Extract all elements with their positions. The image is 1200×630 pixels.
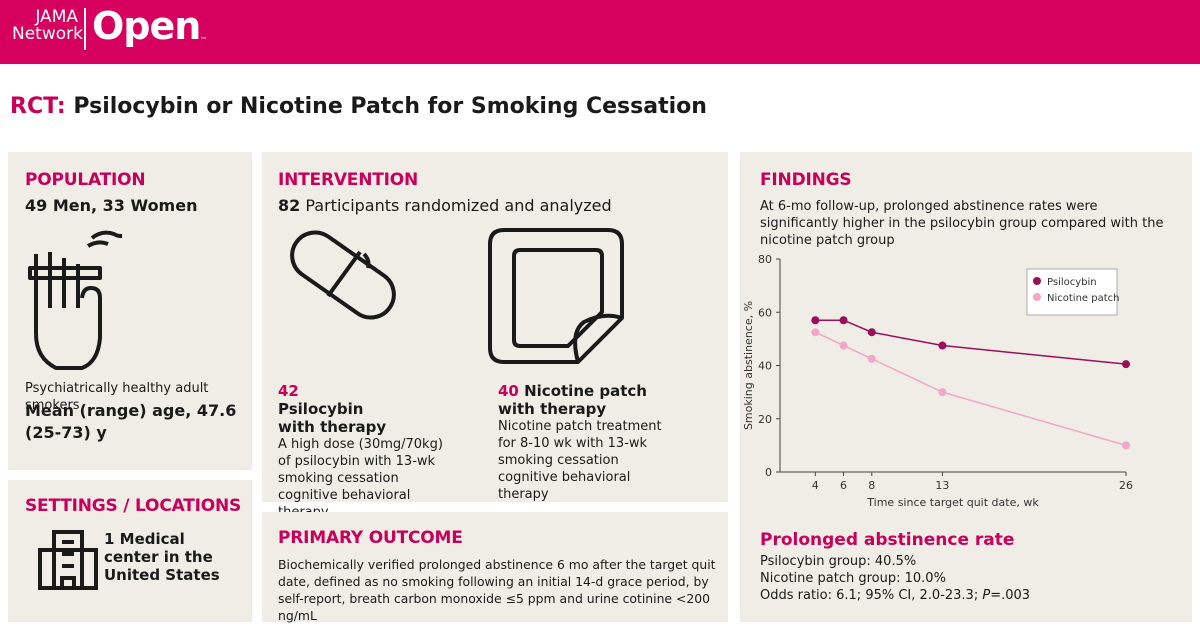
odds-text: Odds ratio: 6.1; 95% CI, 2.0-23.3;: [760, 588, 979, 603]
x-axis-label: Time since target quit date, wk: [866, 496, 1039, 509]
brand-main: Open: [92, 4, 201, 48]
smoke: [86, 230, 122, 248]
arm-count: 40: [498, 382, 519, 400]
count: 82: [278, 196, 301, 215]
heading: PRIMARY OUTCOME: [278, 528, 463, 548]
heading: INTERVENTION: [278, 170, 419, 190]
y-axis-label: Smoking abstinence, %: [742, 301, 755, 430]
brand-divider: [84, 8, 86, 50]
heading: SETTINGS / LOCATIONS: [25, 496, 242, 516]
data-point: [811, 328, 820, 337]
series-line: [815, 319, 1127, 365]
arm-description: Nicotine patch treatment for 8-10 wk wit…: [498, 419, 662, 502]
title-label: RCT:: [10, 94, 66, 119]
legend-box: [1026, 268, 1118, 316]
data-point: [867, 354, 876, 363]
legend-label: Psilocybin: [1047, 277, 1097, 288]
description: Psychiatrically healthy adult smokers: [25, 381, 209, 413]
legend-label: Nicotine patch: [1047, 293, 1119, 304]
result-heading: Prolonged abstinence rate: [760, 530, 1015, 550]
brand-small: JAMA Network: [12, 7, 83, 44]
text: 1 Medical center in the United States: [104, 530, 220, 584]
arm-title: 42 Psilocybin with therapy: [278, 382, 388, 436]
data-point: [938, 341, 947, 350]
arm-count: 42: [278, 382, 299, 400]
title: RCT: Psilocybin or Nicotine Patch for Sm…: [10, 94, 707, 119]
y-tick-label: 0: [765, 466, 772, 479]
sex: 49 Men, 33 Women: [25, 196, 198, 215]
summary: At 6-mo follow-up, prolonged abstinence …: [760, 199, 1164, 248]
x-tick-label: 4: [812, 479, 819, 492]
intervention-panel: INTERVENTION 82 Participants randomized …: [262, 152, 728, 520]
x-tick-label: 8: [868, 479, 875, 492]
data-point: [1122, 360, 1130, 369]
base: [38, 548, 98, 590]
brand-bottom: Network: [12, 24, 83, 44]
text: Biochemically verified prolonged abstine…: [278, 557, 716, 623]
y-tick-label: 60: [758, 306, 772, 319]
brand-top: JAMA: [35, 7, 78, 27]
settings-panel: SETTINGS / LOCATIONS 1 Medical center in…: [8, 480, 252, 622]
patch-peel: [573, 313, 623, 363]
x-tick-label: 13: [935, 479, 949, 492]
highlight: [362, 252, 371, 269]
pill-icon: [290, 230, 396, 320]
y-tick-label: 20: [758, 413, 772, 426]
y-tick-label: 80: [758, 253, 772, 266]
heading: POPULATION: [25, 170, 146, 190]
result: Nicotine patch group: 10.0%: [760, 571, 946, 586]
legend-marker: [1033, 293, 1041, 301]
arm-name: Psilocybin with therapy: [278, 400, 387, 436]
data-point: [839, 316, 848, 325]
hand: [34, 252, 102, 370]
building-icon: [38, 530, 98, 590]
patch-outer: [488, 228, 624, 364]
heading: FINDINGS: [760, 170, 852, 190]
arm-description: A high dose (30mg/70kg) of psilocybin wi…: [278, 437, 443, 520]
summary: Participants randomized and analyzed: [305, 196, 612, 215]
p-value: =.003: [990, 588, 1031, 603]
header-bar: JAMA Network Open ™: [0, 0, 1200, 64]
age: Mean (range) age, 47.6 (25-73) y: [25, 401, 237, 442]
data-point: [1122, 441, 1130, 450]
data-point: [867, 328, 876, 337]
legend-marker: [1033, 277, 1041, 285]
result: Psilocybin group: 40.5%: [760, 554, 917, 569]
x-tick-label: 6: [840, 479, 847, 492]
arm-title: 40 Nicotine patch with therapy: [498, 382, 648, 418]
arm-1: 42 Psilocybin with therapy A high dose (…: [278, 382, 478, 521]
odds-ratio: Odds ratio: 6.1; 95% CI, 2.0-23.3; P=.00…: [760, 587, 1030, 604]
p-label: P: [982, 588, 991, 603]
outcome-panel: PRIMARY OUTCOME Biochemically verified p…: [262, 512, 728, 623]
capsule-split: [326, 250, 362, 298]
population-panel: POPULATION 49 Men, 33 Women Psychiatrica…: [8, 152, 252, 470]
data-point: [938, 388, 947, 397]
series-line: [814, 331, 1127, 447]
trademark: ™: [200, 36, 207, 44]
windows: [60, 540, 76, 588]
arm-name: Nicotine patch with therapy: [498, 382, 647, 418]
summary-line: 82 Participants randomized and analyzed: [278, 196, 612, 215]
arm-2: 40 Nicotine patch with therapy Nicotine …: [498, 382, 698, 503]
patch-inner: [512, 248, 604, 348]
findings-panel: FINDINGS At 6-mo follow-up, prolonged ab…: [740, 152, 1192, 622]
patch-icon: [488, 228, 624, 364]
x-tick-label: 26: [1119, 479, 1133, 492]
y-tick-label: 40: [758, 360, 772, 373]
data-point: [811, 316, 820, 325]
title-text: Psilocybin or Nicotine Patch for Smoking…: [73, 94, 707, 119]
chart: 0 20 40 60 80 4 6 8 13 26 Time since target quit d…: [742, 253, 1133, 509]
smoking-icon: [28, 230, 122, 370]
data-point: [839, 341, 848, 350]
